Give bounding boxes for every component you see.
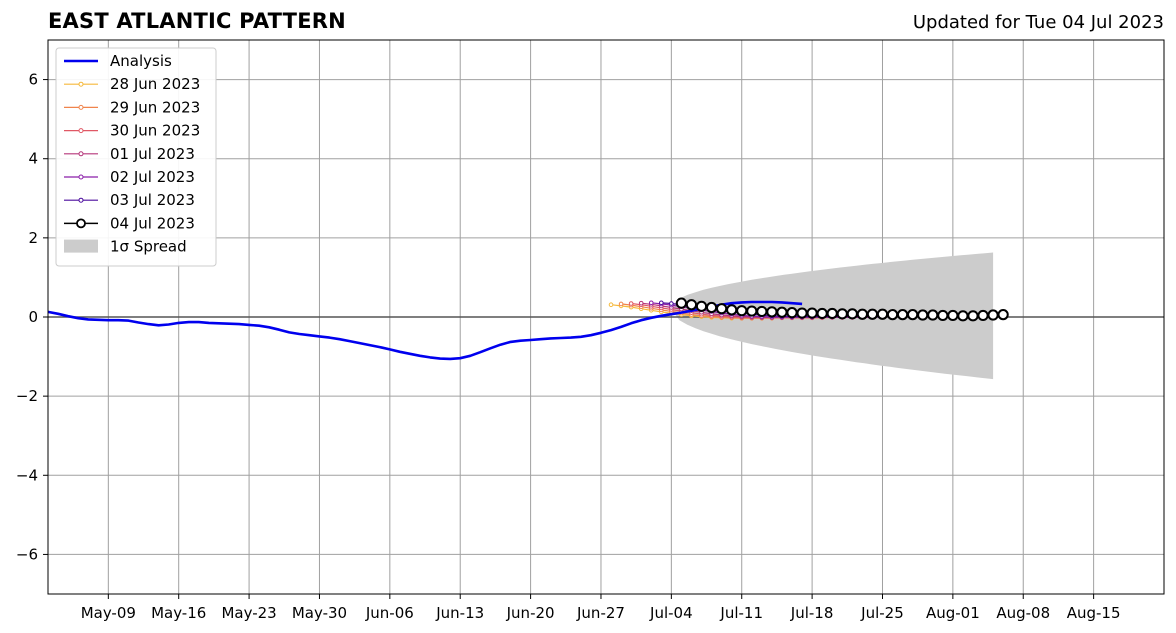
x-tick-label: Jul-11	[719, 604, 763, 622]
axis-ticks: May-09 May-16 May-23 May-30 Jun-06 Jun-13 Jun-…	[16, 71, 1121, 622]
legend-swatch-marker	[78, 104, 84, 110]
analysis-line	[47, 300, 803, 361]
x-tick-label: Aug-15	[1067, 604, 1121, 622]
legend-label: 30 Jun 2023	[110, 122, 200, 140]
forecast-point-latest	[786, 307, 798, 319]
y-tick-label: 2	[28, 229, 38, 247]
forecast-point	[618, 301, 624, 307]
x-tick-label: Jun-27	[576, 604, 625, 622]
legend-label: 04 Jul 2023	[110, 214, 195, 232]
y-tick-label: −4	[16, 466, 38, 484]
forecast-point-latest	[917, 309, 929, 321]
forecast-point-latest	[947, 309, 959, 322]
forecast-point-latest	[736, 305, 748, 317]
forecast-point-latest	[816, 307, 828, 320]
x-tick-label: Aug-08	[996, 604, 1050, 622]
forecast-point-latest	[876, 308, 889, 320]
legend-label: 02 Jul 2023	[110, 168, 195, 186]
forecast-point-latest	[957, 310, 969, 322]
series-layer	[47, 297, 1009, 361]
forecast-point-latest	[806, 307, 818, 319]
forecast-point-latest	[987, 309, 999, 321]
legend: Analysis 28 Jun 2023 29 Jun 2023 30 Jun 202…	[55, 47, 217, 267]
legend-box	[55, 47, 217, 267]
legend-swatch-marker	[78, 197, 84, 203]
y-tick-label: 0	[28, 308, 38, 326]
forecast-point-latest	[896, 309, 909, 321]
forecast-point-latest	[685, 299, 698, 311]
legend-swatch-marker	[78, 174, 84, 180]
legend-label: 01 Jul 2023	[110, 145, 195, 163]
forecast-point-latest	[776, 306, 788, 318]
forecast-point-latest	[826, 307, 838, 320]
forecast-point-latest	[967, 310, 979, 322]
forecast-point-latest	[927, 309, 939, 321]
forecast-point-latest	[866, 308, 879, 320]
x-tick-label: May-16	[151, 604, 206, 622]
forecast-point	[648, 300, 654, 306]
y-tick-label: −2	[16, 387, 38, 405]
legend-swatch-marker	[78, 151, 84, 157]
forecast-point-latest	[836, 308, 848, 320]
legend-swatch-marker	[76, 218, 86, 229]
x-tick-label: Aug-01	[926, 604, 980, 622]
forecast-point-latest	[756, 305, 768, 318]
forecast-point	[669, 301, 674, 306]
forecast-point-latest	[695, 300, 708, 312]
forecast-point-latest	[977, 309, 989, 322]
forecast-point-latest	[716, 303, 728, 315]
x-tick-label: Jul-04	[649, 604, 693, 622]
x-tick-label: Jun-20	[506, 604, 555, 622]
legend-label: 1σ Spread	[110, 238, 187, 256]
forecast-point-latest	[907, 309, 919, 321]
x-tick-label: May-09	[81, 604, 136, 622]
forecast-point-latest	[937, 309, 949, 322]
y-tick-label: 4	[28, 150, 38, 168]
forecast-point-latest	[997, 309, 1009, 321]
forecast-point	[608, 302, 614, 308]
y-tick-label: −6	[16, 545, 38, 563]
forecast-point-latest	[796, 307, 808, 319]
chart-title: EAST ATLANTIC PATTERN	[48, 9, 346, 33]
x-tick-label: Jul-18	[790, 604, 834, 622]
forecast-point-latest	[675, 297, 688, 309]
forecast-point-latest	[846, 308, 858, 320]
y-tick-label: 6	[28, 71, 38, 89]
forecast-point	[658, 300, 664, 306]
x-tick-label: May-30	[292, 604, 347, 622]
forecast-point-latest	[746, 305, 758, 317]
forecast-point-latest	[886, 309, 899, 321]
x-tick-label: Jun-13	[435, 604, 484, 622]
forecast-point	[638, 300, 644, 306]
forecast-point-latest	[766, 306, 778, 318]
x-tick-label: Jun-06	[365, 604, 414, 622]
x-tick-label: Jul-25	[860, 604, 904, 622]
forecast-point-latest	[726, 304, 738, 316]
chart-subtitle: Updated for Tue 04 Jul 2023	[912, 12, 1164, 33]
legend-swatch-marker	[78, 128, 84, 134]
forecast-point-latest	[705, 301, 718, 314]
legend-swatch-marker	[78, 81, 84, 87]
x-tick-label: May-23	[221, 604, 276, 622]
legend-label: 03 Jul 2023	[110, 191, 195, 209]
legend-label: 29 Jun 2023	[110, 98, 200, 116]
forecast-point-latest	[856, 308, 868, 320]
forecast-point	[628, 301, 634, 306]
legend-swatch-spread	[64, 239, 98, 253]
legend-label: Analysis	[110, 52, 172, 70]
legend-label: 28 Jun 2023	[110, 75, 200, 93]
